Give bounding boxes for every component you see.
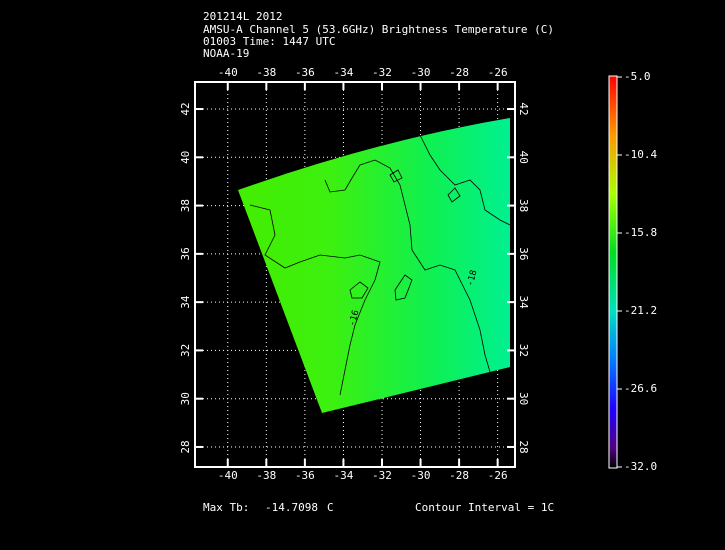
x-tick-label: -40	[218, 66, 238, 79]
y-tick-label: 40	[179, 151, 192, 164]
max-unit: C	[327, 501, 334, 514]
x-tick-label: -26	[488, 469, 508, 482]
y-tick-label: 30	[517, 392, 530, 405]
x-tick-label: -38	[256, 66, 276, 79]
x-tick-label: -26	[488, 66, 508, 79]
swath-layer: -16 -18	[238, 118, 511, 413]
contour-label: -16	[348, 309, 362, 327]
y-tick-label: 34	[517, 296, 530, 310]
x-tick-label: -32	[372, 66, 392, 79]
y-tick-label: 36	[517, 247, 530, 260]
header-line: AMSU-A Channel 5 (53.6GHz) Brightness Te…	[203, 23, 554, 36]
x-tick-label: -28	[449, 66, 469, 79]
x-tick-label: -30	[411, 66, 431, 79]
y-tick-label: 38	[179, 199, 192, 212]
y-tick-label: 28	[517, 440, 530, 453]
x-tick-label: -40	[218, 469, 238, 482]
header-line: 201214L 2012	[203, 10, 282, 23]
max-value: -14.7098	[265, 501, 318, 514]
y-tick-label: 32	[517, 344, 530, 357]
contour-label: -18	[466, 269, 480, 287]
y-tick-label: 32	[179, 344, 192, 357]
y-tick-label: 42	[179, 102, 192, 115]
axes: -40 -40 -38 -38 -36 -36 -34 -34 -32 -32 -30 -30 -28 -…	[179, 66, 530, 482]
header: 201214L 2012 AMSU-A Channel 5 (53.6GHz) …	[203, 10, 554, 60]
colorbar-tick-label: -32.0	[624, 460, 657, 473]
y-tick-label: 42	[517, 102, 530, 115]
colorbar-tick-label: -21.2	[624, 304, 657, 317]
x-tick-label: -34	[333, 66, 353, 79]
plot-frame	[194, 81, 516, 468]
x-tick-label: -36	[295, 66, 315, 79]
x-tick-label: -32	[372, 469, 392, 482]
y-tick-label: 40	[517, 151, 530, 164]
x-tick-label: -36	[295, 469, 315, 482]
colorbar-tick-label: -5.0	[624, 70, 651, 83]
header-line: 01003 Time: 1447 UTC	[203, 35, 335, 48]
colorbar-tick-label: -15.8	[624, 226, 657, 239]
colorbar-tick-label: -26.6	[624, 382, 657, 395]
x-tick-label: -28	[449, 469, 469, 482]
contours	[249, 134, 511, 396]
swath	[238, 118, 510, 413]
y-tick-label: 38	[517, 199, 530, 212]
max-label: Max Tb:	[203, 501, 249, 514]
footer: Max Tb: -14.7098 C Contour Interval = 1C	[203, 501, 554, 514]
x-tick-label: -38	[256, 469, 276, 482]
colorbar	[608, 75, 618, 469]
x-tick-label: -30	[411, 469, 431, 482]
y-tick-label: 36	[179, 247, 192, 260]
y-tick-label: 30	[179, 392, 192, 405]
colorbar-tick-label: -10.4	[624, 148, 657, 161]
contour-interval: Contour Interval = 1C	[415, 501, 554, 514]
y-tick-label: 28	[179, 440, 192, 453]
colorbar-ticks: -5.0 -10.4 -15.8 -21.2 -26.6 -32.0	[617, 70, 657, 473]
y-tick-label: 34	[179, 295, 192, 309]
x-tick-label: -34	[333, 469, 353, 482]
header-line: NOAA-19	[203, 47, 249, 60]
